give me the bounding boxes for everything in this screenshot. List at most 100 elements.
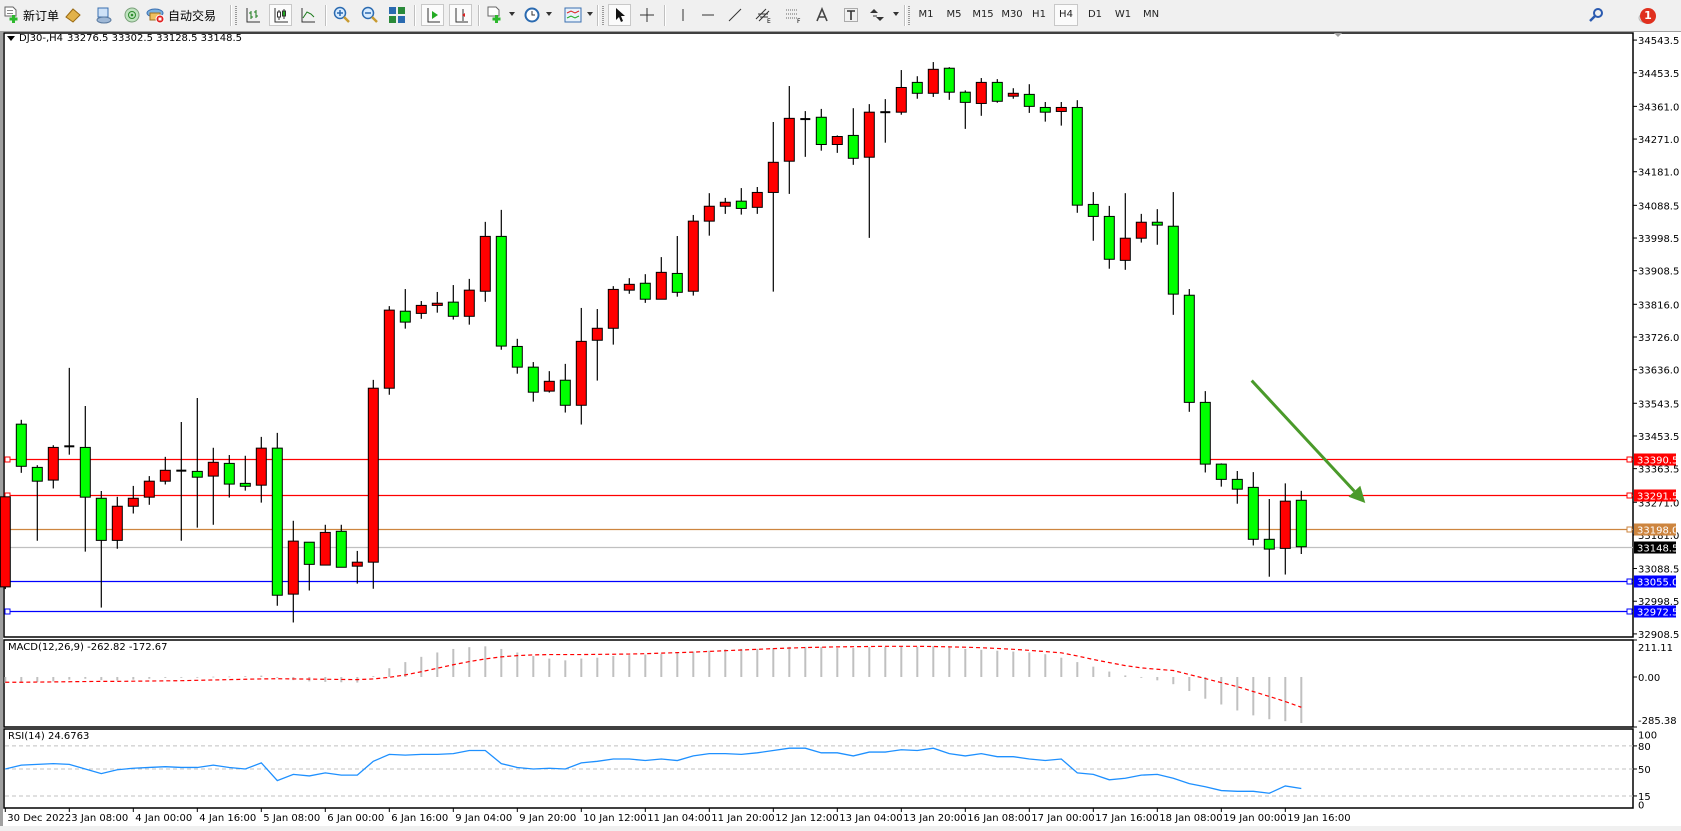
text-label-button[interactable]	[840, 4, 862, 26]
macd-histogram-bar	[740, 648, 743, 677]
templates-dropdown-icon[interactable]	[587, 12, 593, 16]
fibonacci-button[interactable]: F	[783, 4, 805, 26]
candle	[1279, 500, 1291, 549]
equidistant-channel-button[interactable]: E	[753, 4, 775, 26]
timeframe-mn[interactable]: MN	[1142, 9, 1160, 20]
signals-button[interactable]	[122, 4, 142, 26]
line-handle-left[interactable]	[4, 608, 11, 615]
separator	[478, 5, 480, 26]
candle	[1263, 538, 1275, 550]
line-handle-right[interactable]	[1626, 608, 1633, 615]
window-left-border	[0, 32, 3, 827]
price-tick-label: 34543.5	[1638, 36, 1679, 47]
macd-histogram-bar	[20, 676, 23, 683]
timeframe-d1[interactable]: D1	[1087, 9, 1103, 20]
text-button[interactable]	[811, 4, 833, 26]
line-chart-button[interactable]	[297, 4, 319, 26]
macd-histogram-bar	[916, 646, 919, 677]
line-handle-right[interactable]	[1626, 578, 1633, 585]
candle	[511, 345, 523, 368]
price-tick-label: 34271.0	[1638, 135, 1679, 146]
line-handle-right[interactable]	[1626, 456, 1633, 463]
line-handle-right[interactable]	[1626, 492, 1633, 499]
candle	[623, 283, 635, 291]
timeframe-m5[interactable]: M5	[946, 9, 962, 20]
market-watch-button[interactable]	[63, 4, 83, 26]
arrows-dropdown-icon[interactable]	[893, 12, 899, 16]
text-label-icon	[844, 8, 858, 22]
macd-histogram-bar	[484, 646, 487, 677]
candle	[1167, 225, 1179, 295]
periods-button[interactable]	[521, 4, 543, 26]
indicators-dropdown-icon[interactable]	[509, 12, 515, 16]
arrows-button[interactable]	[866, 4, 888, 26]
candle	[1151, 221, 1163, 226]
price-tick-label: 33363.5	[1638, 465, 1679, 476]
bar-chart-button[interactable]	[242, 4, 264, 26]
time-tick-label: 19 Jan 00:00	[1223, 813, 1286, 824]
candle	[927, 68, 939, 94]
zoom-in-button[interactable]	[331, 4, 353, 26]
toolbar-grip[interactable]	[235, 6, 237, 25]
macd-tick-label: 0.00	[1638, 673, 1660, 684]
timeframe-m15[interactable]: M15	[972, 9, 994, 20]
indicators-button[interactable]	[484, 4, 506, 26]
periods-dropdown-icon[interactable]	[546, 12, 552, 16]
vertical-line-button[interactable]	[672, 4, 694, 26]
macd-histogram-bar	[452, 648, 455, 677]
zoom-out-button[interactable]	[359, 4, 381, 26]
candle	[671, 272, 683, 293]
notifications-button[interactable]: 1	[1634, 4, 1664, 26]
macd-histogram-bar	[1044, 654, 1047, 677]
new-order-button[interactable]: 新订单	[3, 4, 65, 26]
macd-histogram-bar	[1204, 676, 1207, 699]
autotrading-button[interactable]: 自动交易	[146, 4, 226, 26]
time-tick-label: 6 Jan 00:00	[327, 813, 384, 824]
toolbar-grip[interactable]	[602, 6, 604, 25]
price-label-32972.5: 32972.5	[1637, 608, 1678, 619]
macd-histogram-bar	[820, 647, 823, 677]
macd-histogram-bar	[900, 646, 903, 677]
candle	[495, 235, 507, 347]
search-button[interactable]	[1585, 4, 1607, 26]
candle	[1231, 478, 1243, 490]
timeframe-h4[interactable]: H4	[1054, 4, 1078, 26]
time-tick-label: 10 Jan 12:00	[583, 813, 646, 824]
chart-shift-button[interactable]	[449, 4, 472, 26]
symbol-timeframe: DJ30-,H4	[19, 33, 64, 44]
macd-panel[interactable]	[3, 639, 1634, 728]
timeframe-m1[interactable]: M1	[918, 9, 934, 20]
toolbar-grip[interactable]	[908, 6, 910, 25]
candlestick-button[interactable]	[269, 4, 292, 26]
cursor-button[interactable]	[608, 4, 631, 26]
trendline-button[interactable]	[724, 4, 746, 26]
navigator-button[interactable]	[94, 4, 114, 26]
tile-windows-button[interactable]	[386, 4, 408, 26]
horizontal-line-button[interactable]	[697, 4, 719, 26]
bar-chart-icon	[246, 8, 260, 23]
price-tick-label: 32908.5	[1638, 630, 1679, 641]
price-tick-label: 34088.5	[1638, 201, 1679, 212]
candle	[575, 340, 587, 406]
timeframe-m30[interactable]: M30	[1001, 9, 1023, 20]
chart-shift-marker-icon[interactable]	[1334, 33, 1342, 37]
macd-histogram-bar	[532, 655, 535, 677]
time-tick-label: 17 Jan 16:00	[1095, 813, 1158, 824]
trend-arrow-line[interactable]	[1250, 379, 1356, 493]
chart-menu-triangle-icon[interactable]	[7, 36, 15, 41]
candle	[255, 447, 267, 486]
templates-button[interactable]	[562, 4, 584, 26]
tile-windows-icon	[389, 7, 405, 23]
crosshair-button[interactable]	[636, 4, 658, 26]
line-handle-right[interactable]	[1626, 526, 1633, 533]
line-handle-left[interactable]	[4, 456, 11, 463]
candle	[943, 67, 955, 93]
timeframe-h1[interactable]: H1	[1032, 9, 1046, 20]
candle	[159, 469, 171, 482]
timeframe-w1[interactable]: W1	[1114, 9, 1132, 20]
trend-arrow-head-icon[interactable]	[1348, 485, 1366, 503]
price-tick-label: 33998.5	[1638, 234, 1679, 245]
macd-histogram-bar	[852, 648, 855, 677]
autoscroll-button[interactable]	[421, 4, 444, 26]
